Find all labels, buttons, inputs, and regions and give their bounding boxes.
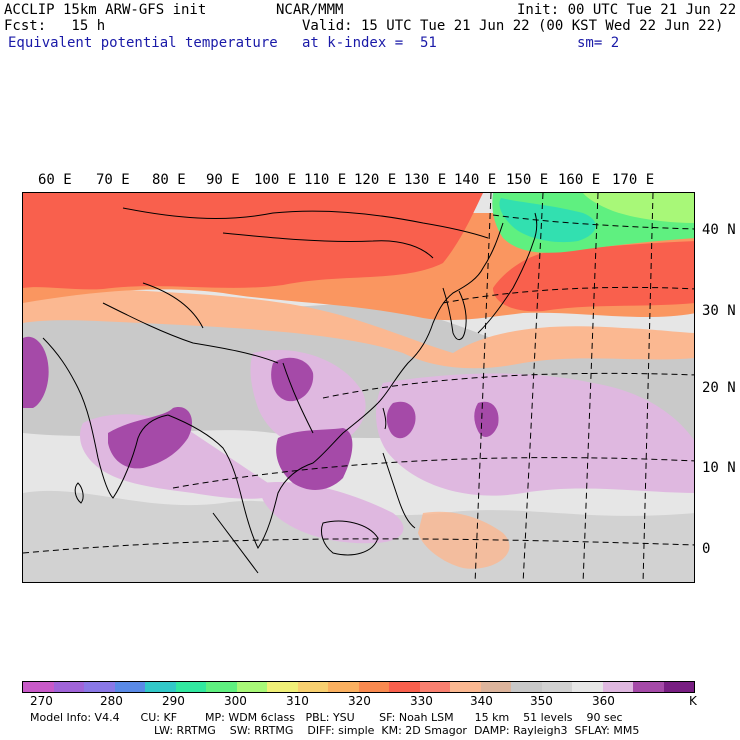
meridian-150 (522, 193, 544, 582)
colorbar-swatch (419, 682, 450, 692)
lat-label: 20 N (702, 380, 736, 396)
smoothing: sm= 2 (577, 35, 620, 51)
lon-label: 80 E (152, 172, 186, 188)
colorbar-tick-label: 310 (286, 694, 309, 708)
parallel-30 (442, 286, 694, 304)
forecast-hour: Fcst: 15 h (4, 18, 106, 34)
field-violet-bengal (108, 407, 193, 469)
lon-label: 160 E (558, 172, 601, 188)
lat-label: 40 N (702, 222, 736, 238)
lon-label: 70 E (96, 172, 130, 188)
level-index: at k-index = 51 (302, 35, 437, 51)
coast-korea (442, 287, 467, 340)
parallel-20 (322, 372, 694, 399)
colorbar-swatch (175, 682, 206, 692)
meridian-160 (582, 193, 599, 582)
colorbar-swatch (206, 682, 237, 692)
model-info-line1: Model Info: V4.4 CU: KF MP: WDM 6class P… (30, 711, 623, 724)
lat-label: 0 (702, 541, 711, 557)
lon-label: 130 E (404, 172, 447, 188)
lon-label: 110 E (304, 172, 347, 188)
colorbar-swatch (663, 682, 694, 692)
field-salmon-south (418, 511, 510, 569)
colorbar-swatch (480, 682, 511, 692)
meridian-140 (474, 193, 492, 582)
colorbar-swatch (236, 682, 267, 692)
field-violet-wpac (474, 401, 499, 437)
lon-label: 120 E (354, 172, 397, 188)
colorbar-tick-label: 360 (592, 694, 615, 708)
parallel-10 (172, 457, 694, 489)
meridian-170 (642, 193, 654, 582)
lat-label: 30 N (702, 303, 736, 319)
parallel-40 (492, 214, 694, 230)
coast-india (42, 337, 169, 499)
field-yellow-edge (583, 193, 694, 223)
coast-indochina (167, 402, 379, 549)
colorbar-tick-label: 270 (30, 694, 53, 708)
border-inner (142, 282, 314, 434)
theta-e-map (23, 193, 694, 582)
model-title: ACCLIP 15km ARW-GFS init (4, 2, 207, 18)
coastlines (42, 207, 538, 574)
model-info-line2: LW: RRTMG SW: RRTMG DIFF: simple KM: 2D … (154, 724, 640, 737)
field-violet-west (23, 336, 49, 408)
coast-china (377, 222, 504, 404)
lon-label: 100 E (254, 172, 297, 188)
org-name: NCAR/MMM (276, 2, 344, 18)
colorbar-swatch (389, 682, 420, 692)
colorbar-tick-label: 330 (410, 694, 433, 708)
colorbar-swatch (602, 682, 633, 692)
field-violet-tibet (271, 357, 314, 402)
field-violet-scs (386, 401, 416, 439)
colorbar-swatch (450, 682, 481, 692)
coast-taiwan (382, 407, 387, 430)
lon-label: 60 E (38, 172, 72, 188)
graticule (23, 193, 694, 582)
colorbar-swatch (358, 682, 389, 692)
coast-japan (477, 212, 538, 334)
colorbar-swatch (511, 682, 542, 692)
colorbar-tick-label: 340 (470, 694, 493, 708)
field-aqua (499, 198, 596, 243)
colorbar-swatch (145, 682, 176, 692)
init-time: Init: 00 UTC Tue 21 Jun 22 (517, 2, 737, 18)
coast-sumatra (212, 512, 259, 574)
colorbar-unit: K (689, 694, 697, 708)
colorbar-swatch (633, 682, 664, 692)
field-salmon-band (23, 278, 694, 369)
colorbar-tick-label: 290 (162, 694, 185, 708)
valid-time: Valid: 15 UTC Tue 21 Jun 22 (00 KST Wed … (302, 18, 724, 34)
border-mongolia (222, 232, 434, 259)
lon-label: 140 E (454, 172, 497, 188)
colorbar-tick-label: 280 (100, 694, 123, 708)
colorbar-swatch (84, 682, 115, 692)
border-himalaya (102, 302, 279, 364)
field-lavender-3 (376, 373, 694, 496)
lon-label: 170 E (612, 172, 655, 188)
colorbar-swatch (53, 682, 84, 692)
field-red-north (23, 193, 483, 290)
colorbar (22, 681, 695, 693)
colorbar-swatch (297, 682, 328, 692)
lon-label: 90 E (206, 172, 240, 188)
colorbar-swatch (23, 682, 54, 692)
field-name: Equivalent potential temperature (8, 35, 278, 51)
field-red-east (493, 241, 694, 312)
map-panel (22, 192, 695, 583)
colorbar-swatch (114, 682, 145, 692)
colorbar-swatch (328, 682, 359, 692)
colorbar-swatch (267, 682, 298, 692)
colorbar-tick-label: 350 (530, 694, 553, 708)
parallel-0 (23, 538, 694, 554)
coast-srilanka (74, 482, 84, 504)
lat-label: 10 N (702, 460, 736, 476)
colorbar-swatch (541, 682, 572, 692)
coast-philippines (382, 452, 416, 529)
colorbar-tick-label: 300 (224, 694, 247, 708)
border-russia (122, 207, 489, 239)
colorbar-tick-label: 320 (348, 694, 371, 708)
lon-label: 150 E (506, 172, 549, 188)
colorbar-swatch (572, 682, 603, 692)
